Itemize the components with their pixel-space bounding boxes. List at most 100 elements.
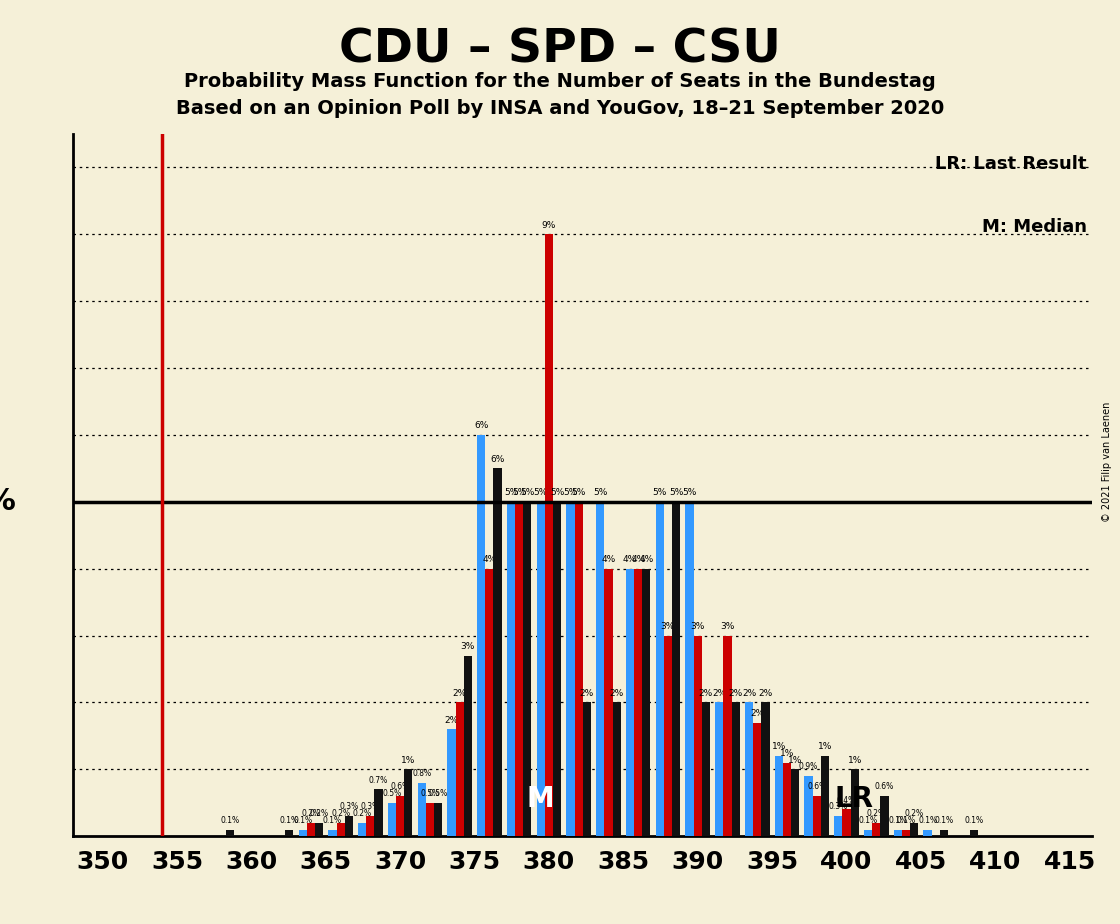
Text: 0.1%: 0.1% [221, 816, 240, 825]
Bar [664, 636, 672, 836]
Bar [345, 816, 353, 836]
Bar [821, 756, 829, 836]
Text: 2%: 2% [712, 688, 727, 698]
Text: 0.1%: 0.1% [964, 816, 983, 825]
Text: 1%: 1% [788, 756, 802, 765]
Bar [418, 783, 426, 836]
Bar [834, 816, 842, 836]
Text: 0.2%: 0.2% [332, 809, 351, 818]
Text: 4%: 4% [640, 555, 653, 564]
Bar [924, 830, 932, 836]
Text: 3%: 3% [460, 642, 475, 651]
Bar [791, 770, 800, 836]
Bar [225, 830, 234, 836]
Text: 5%: 5% [594, 488, 607, 497]
Text: 0.9%: 0.9% [799, 762, 819, 772]
Bar [842, 809, 850, 836]
Bar [724, 636, 731, 836]
Text: Probability Mass Function for the Number of Seats in the Bundestag: Probability Mass Function for the Number… [184, 72, 936, 91]
Text: 2%: 2% [728, 688, 743, 698]
Text: 2%: 2% [609, 688, 624, 698]
Text: 0.4%: 0.4% [837, 796, 856, 805]
Bar [336, 823, 345, 836]
Bar [613, 702, 620, 836]
Text: 5%: 5% [682, 488, 697, 497]
Text: LR: LR [834, 784, 874, 813]
Text: 6%: 6% [474, 421, 488, 431]
Text: 0.1%: 0.1% [293, 816, 312, 825]
Bar [731, 702, 739, 836]
Bar [655, 502, 664, 836]
Text: 0.3%: 0.3% [829, 802, 848, 811]
Bar [672, 502, 680, 836]
Text: 0.7%: 0.7% [368, 776, 389, 784]
Bar [872, 823, 880, 836]
Bar [523, 502, 531, 836]
Text: 1%: 1% [772, 742, 786, 751]
Text: 5%: 5% [571, 488, 586, 497]
Text: 0.2%: 0.2% [353, 809, 372, 818]
Bar [970, 830, 978, 836]
Text: © 2021 Filip van Laenen: © 2021 Filip van Laenen [1102, 402, 1111, 522]
Text: 1%: 1% [780, 749, 794, 758]
Bar [366, 816, 374, 836]
Bar [515, 502, 523, 836]
Bar [567, 502, 575, 836]
Text: 0.1%: 0.1% [323, 816, 342, 825]
Bar [328, 830, 336, 836]
Bar [464, 656, 472, 836]
Bar [358, 823, 366, 836]
Text: 0.3%: 0.3% [361, 802, 380, 811]
Bar [426, 803, 433, 836]
Bar [775, 756, 783, 836]
Text: 9%: 9% [542, 221, 557, 230]
Bar [485, 568, 494, 836]
Bar [693, 636, 702, 836]
Text: 5%: 5% [520, 488, 534, 497]
Text: 2%: 2% [750, 709, 764, 718]
Text: 2%: 2% [758, 688, 773, 698]
Text: M: Median: M: Median [982, 218, 1086, 237]
Text: 4%: 4% [623, 555, 637, 564]
Text: 0.2%: 0.2% [905, 809, 924, 818]
Bar [388, 803, 396, 836]
Text: 0.6%: 0.6% [808, 783, 827, 792]
Text: 0.1%: 0.1% [896, 816, 915, 825]
Text: 4%: 4% [631, 555, 645, 564]
Bar [315, 823, 324, 836]
Text: 0.1%: 0.1% [918, 816, 937, 825]
Bar [553, 502, 561, 836]
Text: 0.1%: 0.1% [934, 816, 953, 825]
Bar [596, 502, 605, 836]
Text: 2%: 2% [741, 688, 756, 698]
Text: 0.6%: 0.6% [875, 783, 894, 792]
Bar [911, 823, 918, 836]
Text: 0.6%: 0.6% [391, 783, 410, 792]
Text: CDU – SPD – CSU: CDU – SPD – CSU [339, 28, 781, 73]
Text: 3%: 3% [720, 622, 735, 631]
Bar [753, 723, 762, 836]
Bar [804, 776, 813, 836]
Text: 5%: 5% [533, 488, 548, 497]
Bar [575, 502, 582, 836]
Bar [433, 803, 442, 836]
Text: 0.8%: 0.8% [412, 769, 431, 778]
Text: 5%: 5% [669, 488, 683, 497]
Text: 2%: 2% [580, 688, 594, 698]
Bar [536, 502, 544, 836]
Bar [702, 702, 710, 836]
Text: M: M [526, 784, 554, 813]
Text: 3%: 3% [661, 622, 675, 631]
Text: 2%: 2% [445, 715, 458, 724]
Text: 0.3%: 0.3% [339, 802, 358, 811]
Bar [286, 830, 293, 836]
Bar [716, 702, 724, 836]
Bar [850, 770, 859, 836]
Bar [477, 435, 485, 836]
Bar [447, 729, 456, 836]
Bar [634, 568, 642, 836]
Text: 4%: 4% [483, 555, 496, 564]
Bar [307, 823, 315, 836]
Bar [507, 502, 515, 836]
Text: 5%: 5% [0, 487, 17, 517]
